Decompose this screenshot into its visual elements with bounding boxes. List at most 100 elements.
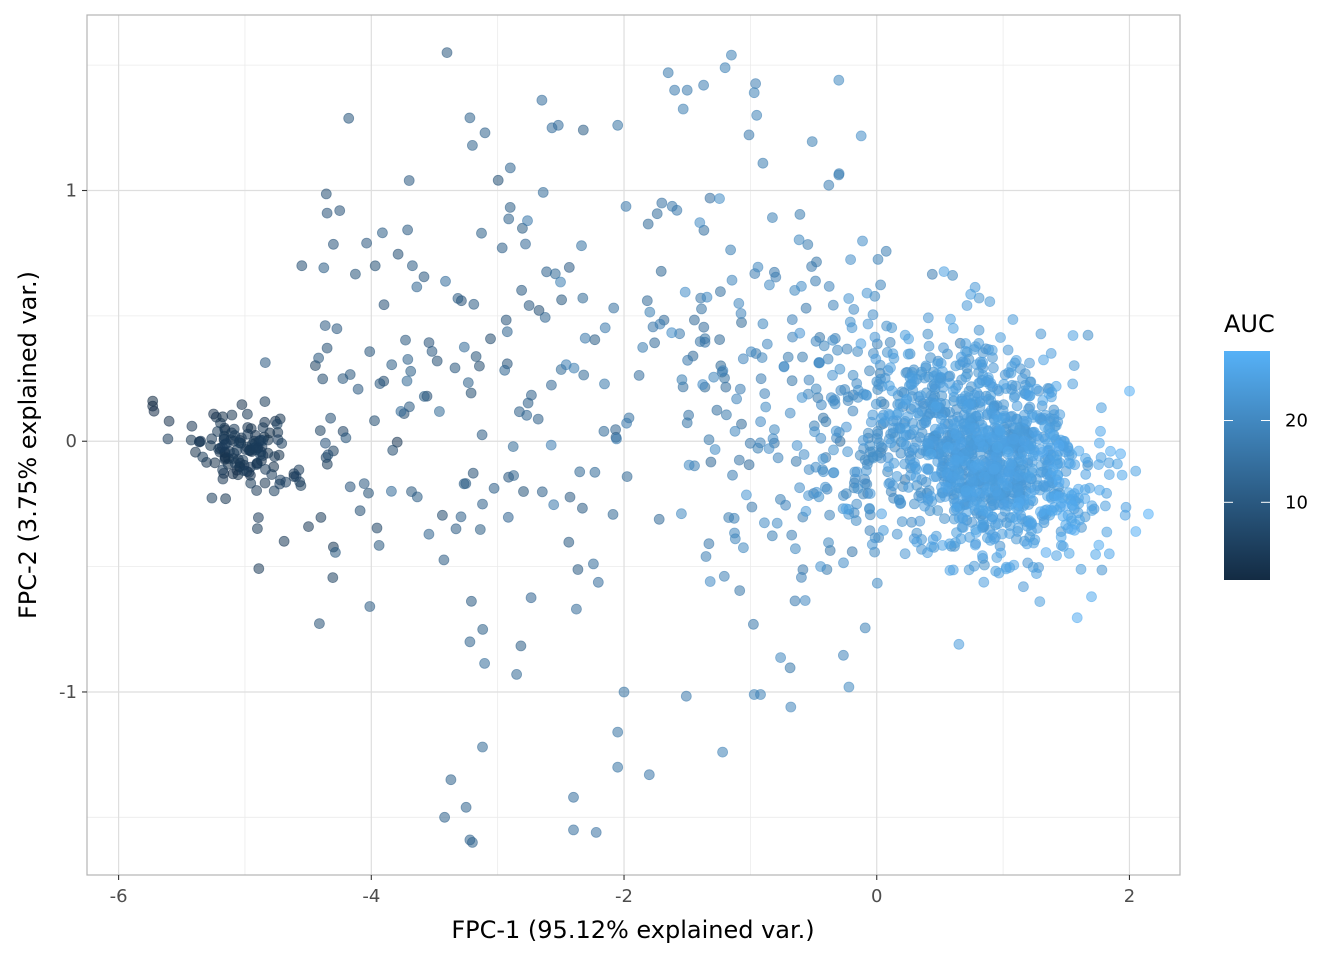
data-point	[969, 539, 981, 551]
data-point	[610, 424, 621, 436]
data-point	[403, 401, 415, 413]
data-point	[759, 517, 770, 529]
data-point	[386, 359, 398, 371]
data-point	[751, 109, 763, 121]
data-point	[725, 244, 736, 256]
data-point	[476, 429, 488, 441]
data-point	[719, 62, 731, 74]
data-point	[1025, 494, 1036, 506]
data-point	[1001, 480, 1013, 492]
data-point	[841, 343, 853, 355]
data-point	[806, 261, 817, 272]
legend-tick-label: 10	[1285, 492, 1308, 513]
data-point	[1068, 360, 1080, 372]
data-point	[1095, 425, 1106, 437]
data-point	[470, 351, 482, 362]
data-point	[343, 112, 355, 124]
data-point	[726, 49, 737, 61]
data-point	[806, 136, 818, 148]
data-point	[891, 470, 903, 482]
data-point	[349, 268, 361, 280]
data-point	[925, 448, 937, 460]
data-point	[1017, 373, 1028, 385]
data-point	[896, 516, 908, 527]
data-point	[717, 746, 728, 758]
data-point	[820, 481, 831, 493]
data-point	[479, 658, 491, 669]
data-point	[1075, 563, 1087, 575]
data-point	[756, 352, 768, 364]
data-point	[502, 511, 514, 523]
data-point	[717, 365, 729, 377]
data-point	[340, 432, 352, 444]
data-point	[532, 413, 544, 425]
data-point	[325, 412, 337, 424]
data-point	[703, 538, 715, 550]
y-tick-label: 0	[66, 431, 77, 452]
data-point	[683, 459, 695, 471]
data-point	[920, 417, 932, 428]
data-point	[865, 416, 877, 428]
data-point	[977, 550, 988, 561]
data-point	[233, 437, 245, 448]
data-point	[539, 311, 551, 323]
data-point	[274, 474, 286, 486]
data-point	[864, 525, 876, 536]
x-tick-label: 2	[1124, 886, 1135, 907]
data-point	[526, 389, 537, 401]
data-point	[786, 314, 798, 326]
data-point	[760, 401, 772, 413]
data-point	[960, 371, 972, 383]
data-point	[563, 261, 575, 273]
data-point	[1071, 612, 1083, 624]
data-point	[932, 505, 944, 516]
data-point	[313, 618, 325, 629]
data-point	[186, 420, 198, 432]
data-point	[303, 521, 314, 532]
data-point	[815, 561, 826, 572]
data-point	[450, 523, 462, 535]
data-point	[885, 362, 896, 374]
data-point	[268, 485, 280, 497]
data-point	[523, 300, 535, 311]
data-point	[866, 539, 878, 550]
data-point	[988, 533, 1000, 545]
data-point	[755, 416, 766, 428]
data-point	[790, 543, 801, 555]
data-point	[872, 253, 884, 265]
data-point	[873, 437, 885, 449]
data-point	[522, 215, 533, 227]
data-point	[477, 741, 488, 753]
data-point	[212, 426, 223, 437]
data-point	[564, 491, 576, 503]
data-point	[814, 357, 825, 369]
data-point	[228, 447, 240, 459]
data-point	[315, 512, 327, 523]
data-point	[960, 345, 971, 357]
data-point	[331, 323, 343, 335]
data-point	[842, 446, 853, 458]
data-point	[479, 127, 491, 139]
data-point	[320, 188, 332, 200]
data-point	[278, 535, 290, 547]
data-point	[775, 652, 786, 663]
data-point	[911, 536, 923, 548]
data-point	[810, 275, 821, 287]
data-point	[492, 174, 504, 186]
data-point	[755, 689, 766, 700]
data-point	[965, 288, 977, 300]
data-point	[423, 528, 435, 540]
data-point	[391, 436, 403, 448]
y-axis: -1 0 1	[59, 181, 87, 703]
data-point	[1034, 596, 1046, 607]
data-point	[782, 351, 794, 363]
data-point	[521, 409, 533, 421]
data-point	[352, 383, 364, 395]
data-point	[364, 601, 376, 612]
data-point	[809, 426, 820, 438]
data-point	[823, 179, 835, 191]
data-point	[899, 548, 911, 560]
data-point	[704, 192, 716, 204]
data-point	[1023, 515, 1035, 526]
data-point	[976, 519, 987, 531]
